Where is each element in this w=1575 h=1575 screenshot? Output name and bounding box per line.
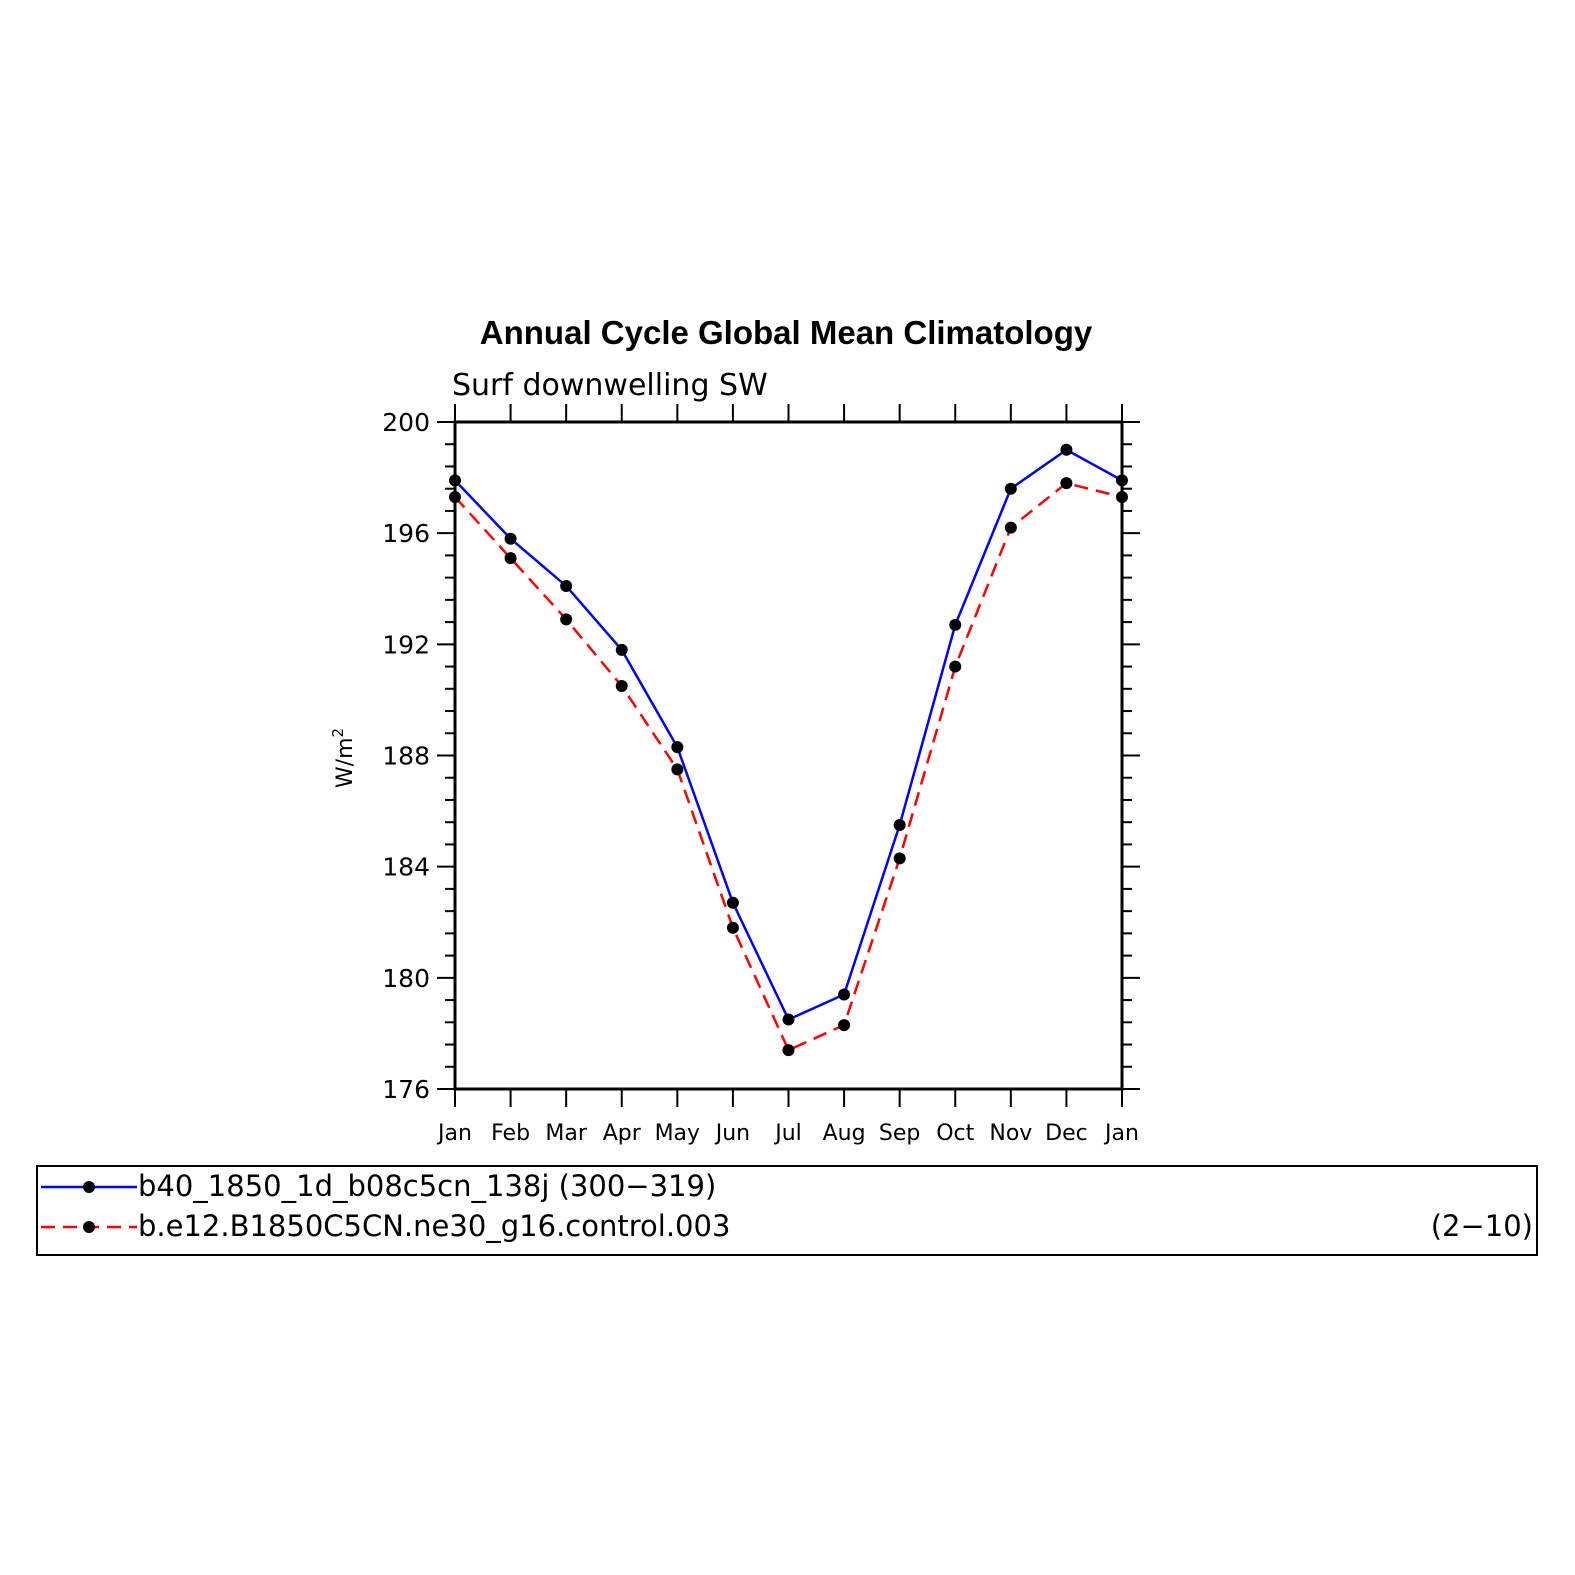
legend-label-1: b40_1850_1d_b08c5cn_138j (300−319) bbox=[138, 1169, 716, 1203]
chart-title: Annual Cycle Global Mean Climatology bbox=[480, 314, 1093, 351]
plot-frame bbox=[453, 420, 1124, 1091]
series-1-point bbox=[949, 618, 962, 631]
series-1-point bbox=[1004, 482, 1017, 495]
x-tick-label: Dec bbox=[1045, 1121, 1088, 1146]
x-tick-label: Oct bbox=[936, 1121, 974, 1146]
series-1-point bbox=[1060, 443, 1073, 456]
y-tick-label: 184 bbox=[382, 853, 430, 882]
series-1-point bbox=[782, 1013, 795, 1026]
series-2-point bbox=[615, 680, 628, 693]
legend-marker-1 bbox=[83, 1181, 95, 1193]
y-tick-label: 192 bbox=[382, 630, 430, 659]
series-2-point bbox=[838, 1019, 851, 1032]
series-line-2 bbox=[454, 481, 1123, 1052]
x-tick-label: Aug bbox=[823, 1121, 866, 1146]
x-tick-label: Jul bbox=[773, 1121, 802, 1146]
series-1-point bbox=[726, 896, 739, 909]
x-tick-label: May bbox=[655, 1121, 700, 1146]
series-2-point bbox=[949, 660, 962, 673]
legend: b40_1850_1d_b08c5cn_138j (300−319) b.e12.… bbox=[36, 1165, 1538, 1256]
y-tick-label: 180 bbox=[382, 964, 430, 993]
series-2-point bbox=[1060, 477, 1073, 490]
series-2-point bbox=[1004, 521, 1017, 534]
series-2-point bbox=[671, 763, 684, 776]
series-1-point bbox=[893, 818, 906, 831]
x-tick-label: Jun bbox=[714, 1121, 750, 1146]
x-tick-label: Jan bbox=[436, 1121, 472, 1146]
chart-subtitle: Surf downwelling SW bbox=[452, 368, 768, 403]
series-1-point bbox=[560, 579, 573, 592]
series-2-point bbox=[560, 613, 573, 626]
series-1-point bbox=[615, 643, 628, 656]
y-axis-label-superscript: 2 bbox=[329, 728, 347, 738]
legend-extra-2: (2−10) bbox=[1431, 1209, 1533, 1243]
x-tick-label: Mar bbox=[545, 1121, 587, 1146]
series-2-point bbox=[504, 552, 517, 565]
y-tick-label: 196 bbox=[382, 519, 430, 548]
legend-marker-2 bbox=[83, 1221, 95, 1233]
x-tick-label: Nov bbox=[989, 1121, 1032, 1146]
y-axis-label: W/m2 bbox=[329, 728, 358, 788]
series-1-point bbox=[838, 988, 851, 1001]
legend-box bbox=[36, 1165, 1538, 1256]
series-1-point bbox=[504, 532, 517, 545]
series-2-point bbox=[726, 921, 739, 934]
y-axis-label-unit: W/m bbox=[333, 737, 358, 788]
x-tick-label: Jan bbox=[1103, 1121, 1139, 1146]
y-tick-label: 188 bbox=[382, 742, 430, 771]
x-tick-label: Sep bbox=[879, 1121, 920, 1146]
series-line-1 bbox=[454, 448, 1123, 1022]
x-tick-label: Apr bbox=[603, 1121, 642, 1146]
series-2-point bbox=[782, 1044, 795, 1057]
axis-ticks: 176 180 184 188 192 196 200 Jan Feb Mar Apr May Jun J… bbox=[382, 404, 1140, 1146]
series-2-point bbox=[893, 852, 906, 865]
series-1-point bbox=[671, 741, 684, 754]
x-tick-label: Feb bbox=[491, 1121, 530, 1146]
y-tick-label: 200 bbox=[382, 408, 430, 437]
legend-label-2: b.e12.B1850C5CN.ne30_g16.control.003 bbox=[138, 1209, 730, 1243]
y-tick-label: 176 bbox=[382, 1075, 430, 1104]
plot-area bbox=[449, 443, 1128, 1057]
